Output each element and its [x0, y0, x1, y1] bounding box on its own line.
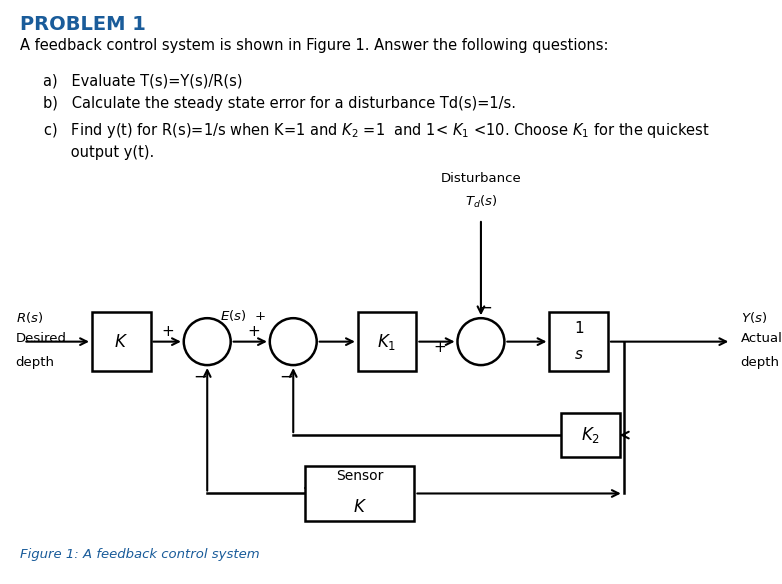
- Text: Sensor: Sensor: [336, 469, 383, 483]
- Bar: [358, 312, 416, 371]
- Bar: [561, 413, 620, 457]
- Text: $K$: $K$: [114, 333, 128, 350]
- Text: $Y(s)$: $Y(s)$: [741, 310, 766, 325]
- Text: $K$: $K$: [353, 498, 367, 516]
- Text: $E(s)$  +: $E(s)$ +: [220, 308, 265, 323]
- Bar: [550, 312, 608, 371]
- Text: −: −: [193, 368, 207, 386]
- Text: +: +: [433, 340, 446, 355]
- Text: $s$: $s$: [574, 347, 583, 362]
- Text: a)   Evaluate T(s)=Y(s)/R(s): a) Evaluate T(s)=Y(s)/R(s): [43, 73, 242, 88]
- Text: −: −: [279, 368, 293, 386]
- Text: $T_d(s)$: $T_d(s)$: [465, 193, 497, 210]
- Text: Actual: Actual: [741, 332, 782, 345]
- Text: Figure 1: A feedback control system: Figure 1: A feedback control system: [20, 548, 259, 561]
- Text: depth: depth: [741, 356, 780, 369]
- Ellipse shape: [184, 318, 231, 365]
- Bar: [92, 312, 150, 371]
- Text: 1: 1: [574, 321, 583, 336]
- Text: A feedback control system is shown in Figure 1. Answer the following questions:: A feedback control system is shown in Fi…: [20, 38, 608, 53]
- Text: Disturbance: Disturbance: [440, 172, 522, 185]
- Text: Desired: Desired: [16, 332, 66, 345]
- Text: +: +: [248, 324, 260, 339]
- Text: $R(s)$: $R(s)$: [16, 310, 43, 325]
- Text: −: −: [478, 298, 492, 317]
- Ellipse shape: [270, 318, 317, 365]
- Text: c)   Find y(t) for R(s)=1/s when K=1 and $K_2$ =1  and 1< $K_1$ <10. Choose $K_1: c) Find y(t) for R(s)=1/s when K=1 and $…: [43, 121, 710, 140]
- Text: b)   Calculate the steady state error for a disturbance Td(s)=1/s.: b) Calculate the steady state error for …: [43, 96, 516, 112]
- Text: $K_2$: $K_2$: [581, 425, 600, 445]
- Text: depth: depth: [16, 356, 55, 369]
- Bar: [305, 466, 414, 521]
- Text: $K_1$: $K_1$: [378, 332, 396, 352]
- Ellipse shape: [457, 318, 504, 365]
- Text: output y(t).: output y(t).: [43, 145, 154, 161]
- Text: PROBLEM 1: PROBLEM 1: [20, 15, 145, 34]
- Text: +: +: [162, 324, 174, 339]
